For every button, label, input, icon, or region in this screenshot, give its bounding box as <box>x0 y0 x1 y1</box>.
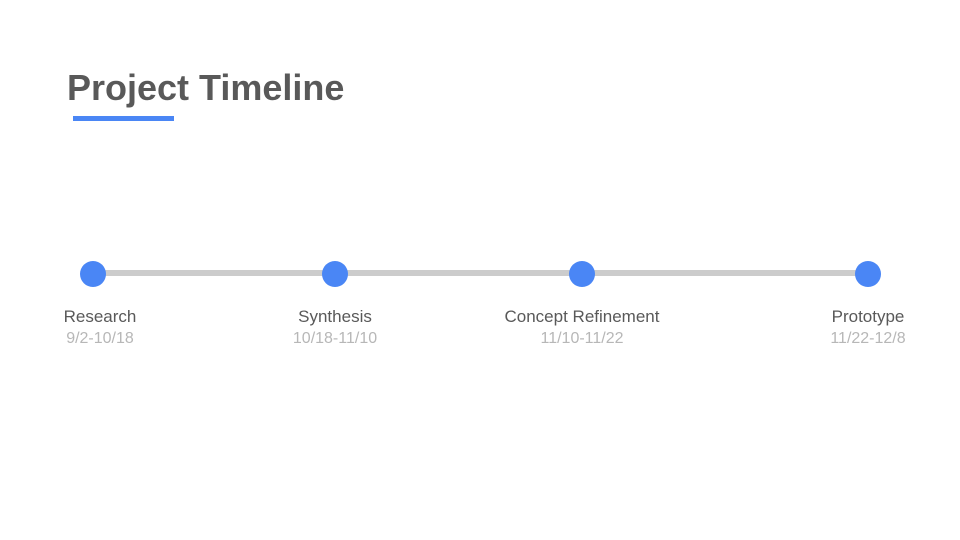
milestone-dates-concept-refinement: 11/10-11/22 <box>540 330 624 347</box>
page-title: Project Timeline <box>67 67 345 108</box>
milestone-label-research: Research <box>63 307 137 326</box>
milestone-dot-research <box>80 261 106 287</box>
milestone-label-concept-refinement: Concept Refinement <box>504 307 660 326</box>
milestone-label-synthesis: Synthesis <box>298 307 372 326</box>
timeline-track <box>93 270 868 276</box>
milestone-dot-prototype <box>855 261 881 287</box>
milestone-label-prototype: Prototype <box>831 307 905 326</box>
milestone-dates-research: 9/2-10/18 <box>66 330 134 347</box>
milestone-dot-synthesis <box>322 261 348 287</box>
milestone-dates-prototype: 11/22-12/8 <box>830 330 906 347</box>
title-underline <box>73 116 174 121</box>
milestone-dates-synthesis: 10/18-11/10 <box>292 330 378 347</box>
milestone-dot-concept-refinement <box>569 261 595 287</box>
